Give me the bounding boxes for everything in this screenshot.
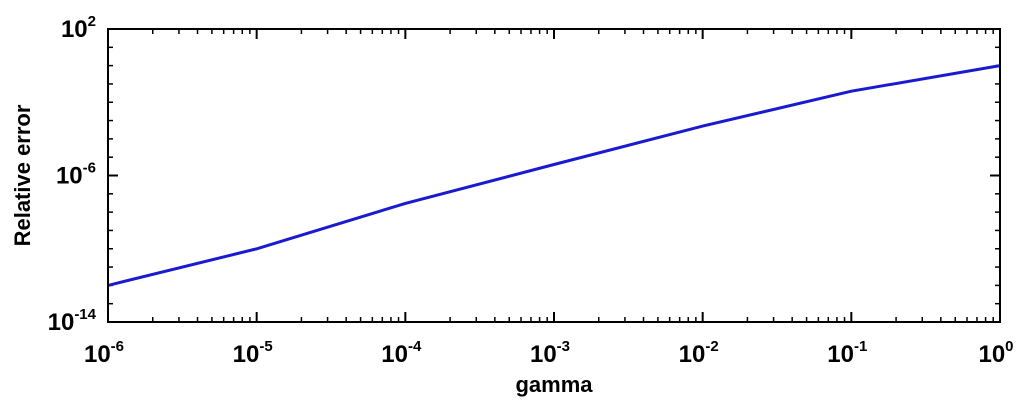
x-tick-exponent: -2 xyxy=(705,338,718,355)
y-tick-label: 10-6 xyxy=(56,160,96,190)
x-tick-label: 10-1 xyxy=(827,338,867,368)
minor-ticks xyxy=(108,29,1000,322)
x-tick-exponent: -1 xyxy=(854,338,867,355)
x-tick-label: 100 xyxy=(978,338,1013,368)
x-tick-base: 10 xyxy=(978,341,1005,368)
x-tick-exponent: -4 xyxy=(408,338,422,355)
x-tick-base: 10 xyxy=(679,341,706,368)
y-tick-exponent: 2 xyxy=(88,13,96,30)
x-tick-label: 10-3 xyxy=(530,338,570,368)
y-tick-base: 10 xyxy=(56,163,83,190)
x-tick-base: 10 xyxy=(827,341,854,368)
x-tick-labels: 10-6 10-5 10-4 10-3 10-2 10-1 100 xyxy=(84,338,1014,368)
x-tick-base: 10 xyxy=(381,341,408,368)
x-axis-label: gamma xyxy=(515,372,593,397)
y-tick-exponent: -6 xyxy=(83,160,96,177)
y-tick-exponent: -14 xyxy=(74,306,96,323)
x-tick-label: 10-4 xyxy=(381,338,422,368)
x-tick-label: 10-5 xyxy=(233,338,273,368)
y-axis-label: Relative error xyxy=(10,104,35,246)
x-tick-base: 10 xyxy=(233,341,260,368)
x-tick-exponent: -3 xyxy=(557,338,570,355)
plot-frame xyxy=(107,28,1001,323)
x-tick-exponent: -6 xyxy=(111,338,124,355)
x-tick-base: 10 xyxy=(530,341,557,368)
y-tick-base: 10 xyxy=(48,309,75,336)
x-tick-label: 10-2 xyxy=(679,338,719,368)
y-tick-label: 10-14 xyxy=(48,306,97,336)
major-ticks xyxy=(107,28,1001,323)
y-tick-label: 102 xyxy=(61,13,96,43)
y-tick-base: 10 xyxy=(61,16,88,43)
series-line xyxy=(107,64,1001,287)
x-tick-exponent: 0 xyxy=(1005,338,1013,355)
x-tick-exponent: -5 xyxy=(259,338,272,355)
x-tick-label: 10-6 xyxy=(84,338,124,368)
x-tick-base: 10 xyxy=(84,341,111,368)
